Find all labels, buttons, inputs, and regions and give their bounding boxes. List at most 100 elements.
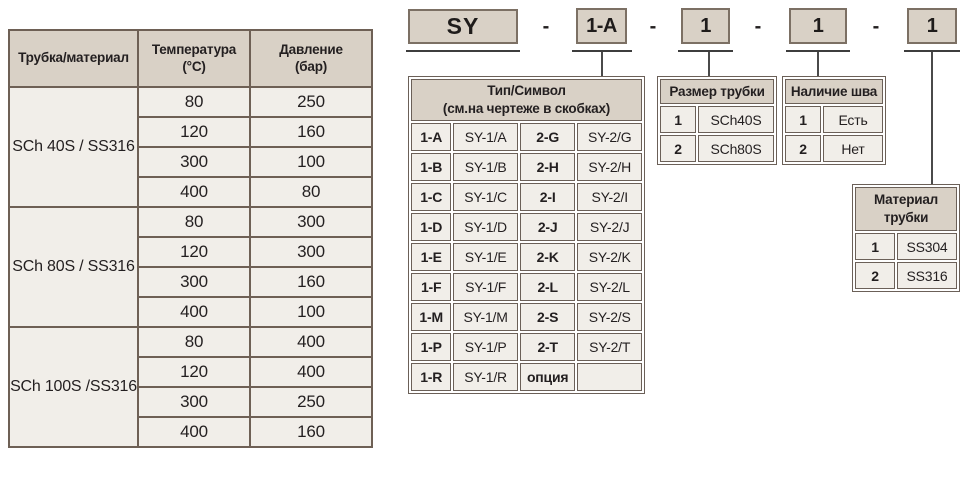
table-cell: 80 bbox=[137, 206, 251, 238]
table-cell: 100 bbox=[249, 146, 373, 178]
header-line: Давление bbox=[279, 41, 343, 57]
table-cell: 1 bbox=[785, 106, 821, 133]
table-cell: 400 bbox=[137, 176, 251, 208]
table-cell: 1-A bbox=[411, 123, 452, 151]
table-cell: 2 bbox=[855, 262, 895, 289]
tube-size-table: Размер трубки 1 SCh40S 2 SCh80S bbox=[657, 76, 778, 165]
table-cell: SY-2/I bbox=[577, 183, 642, 211]
order-code-segment-sy: SY bbox=[408, 9, 518, 44]
table-cell: 120 bbox=[137, 236, 251, 268]
underline-rule bbox=[904, 50, 960, 52]
table-cell: 300 bbox=[137, 386, 251, 418]
material-cell: SCh 40S / SS316 bbox=[8, 86, 139, 208]
table-row: SCh 100S /SS316 80 400 bbox=[8, 326, 373, 448]
table-cell: SCh80S bbox=[698, 135, 775, 162]
order-code-segment-size: 1 bbox=[681, 8, 730, 44]
code-separator: - bbox=[649, 15, 657, 38]
connector-line bbox=[931, 52, 933, 184]
table-row: SCh 40S / SS316 80 250 bbox=[8, 86, 373, 208]
table-cell: 1-R bbox=[411, 363, 452, 391]
table-cell: 250 bbox=[249, 386, 373, 418]
table-row: 1 SS304 bbox=[855, 233, 958, 260]
underline-rule bbox=[786, 50, 850, 52]
column-header-pressure: Давление (бар) bbox=[249, 29, 373, 88]
header-line: Температура bbox=[151, 41, 237, 57]
table-cell: 2-L bbox=[519, 273, 576, 301]
table-row: 120 400 bbox=[9, 356, 373, 388]
table-row: 2 Нет bbox=[785, 135, 883, 162]
table-cell: SY-2/K bbox=[577, 243, 642, 271]
table-cell: SY-1/E bbox=[453, 243, 518, 271]
table-cell: 300 bbox=[249, 236, 373, 268]
table-cell: SY-1/P bbox=[453, 333, 518, 361]
table-cell: SY-2/S bbox=[577, 303, 642, 331]
table-cell: 300 bbox=[137, 146, 251, 178]
table-cell: 400 bbox=[249, 356, 373, 388]
table-header-row: Тип/Символ (см.на чертеже в скобках) bbox=[411, 79, 642, 121]
connector-line bbox=[817, 52, 819, 76]
table-row: 120 160 bbox=[9, 116, 373, 148]
table-row: 300 250 bbox=[9, 386, 373, 418]
table-cell: SY-2/G bbox=[577, 123, 642, 151]
table-header-row: Наличие шва bbox=[785, 79, 883, 104]
table-row: 1 SCh40S bbox=[660, 106, 775, 133]
table-cell: 2-H bbox=[519, 153, 576, 181]
tube-size-table-title: Размер трубки bbox=[660, 79, 775, 104]
table-cell: 2 bbox=[785, 135, 821, 162]
title-line: трубки bbox=[883, 210, 929, 225]
connector-line bbox=[708, 52, 710, 76]
table-row: 1-P SY-1/P 2-T SY-2/T bbox=[411, 333, 642, 361]
table-cell: 2-J bbox=[519, 213, 576, 241]
table-cell: 1 bbox=[855, 233, 895, 260]
order-code-segment-material: 1 bbox=[907, 8, 957, 44]
order-code-segment-seam: 1 bbox=[789, 8, 847, 44]
tube-material-table-title: Материал трубки bbox=[855, 187, 958, 231]
table-row: 1-E SY-1/E 2-K SY-2/K bbox=[411, 243, 642, 271]
table-cell: SS316 bbox=[897, 262, 958, 289]
table-cell: 80 bbox=[249, 176, 373, 208]
table-cell: 1-P bbox=[411, 333, 452, 361]
table-cell: опция bbox=[519, 363, 576, 391]
table-cell: 300 bbox=[137, 266, 251, 298]
pressure-temperature-table: Трубка/материал Температура (°С) Давлени… bbox=[8, 29, 373, 448]
title-line: Тип/Символ bbox=[487, 83, 566, 99]
table-cell: 80 bbox=[137, 86, 251, 118]
table-cell: SS304 bbox=[897, 233, 958, 260]
table-header-row: Трубка/материал Температура (°С) Давлени… bbox=[8, 29, 373, 88]
seam-table-title: Наличие шва bbox=[785, 79, 883, 104]
table-row: 2 SS316 bbox=[855, 262, 958, 289]
table-row: 300 100 bbox=[9, 146, 373, 178]
table-cell: 120 bbox=[137, 356, 251, 388]
table-cell bbox=[577, 363, 642, 391]
table-cell: 2-I bbox=[519, 183, 576, 211]
table-row: 1-F SY-1/F 2-L SY-2/L bbox=[411, 273, 642, 301]
table-cell: 2-S bbox=[519, 303, 576, 331]
table-row: 120 300 bbox=[9, 236, 373, 268]
code-separator: - bbox=[872, 15, 880, 38]
table-row: 1-B SY-1/B 2-H SY-2/H bbox=[411, 153, 642, 181]
table-row: 2 SCh80S bbox=[660, 135, 775, 162]
table-header-row: Материал трубки bbox=[855, 187, 958, 231]
table-cell: 2-T bbox=[519, 333, 576, 361]
table-row: 400 160 bbox=[9, 416, 373, 448]
material-cell: SCh 100S /SS316 bbox=[8, 326, 139, 448]
underline-rule bbox=[406, 50, 520, 52]
table-cell: 2-G bbox=[519, 123, 576, 151]
table-row: 400 80 bbox=[9, 176, 373, 208]
code-separator: - bbox=[542, 15, 550, 38]
table-cell: 1-F bbox=[411, 273, 452, 301]
type-symbol-table-title: Тип/Символ (см.на чертеже в скобках) bbox=[411, 79, 642, 121]
table-header-row: Размер трубки bbox=[660, 79, 775, 104]
table-row: 1-D SY-1/D 2-J SY-2/J bbox=[411, 213, 642, 241]
table-cell: SY-2/H bbox=[577, 153, 642, 181]
table-cell: 1-B bbox=[411, 153, 452, 181]
table-cell: 160 bbox=[249, 116, 373, 148]
table-cell: 300 bbox=[249, 206, 373, 238]
table-row: 400 100 bbox=[9, 296, 373, 328]
column-header-temperature: Температура (°С) bbox=[137, 29, 251, 88]
table-cell: Нет bbox=[823, 135, 883, 162]
table-cell: SY-1/A bbox=[453, 123, 518, 151]
table-row: 1-R SY-1/R опция bbox=[411, 363, 642, 391]
header-line: (°С) bbox=[182, 58, 206, 74]
